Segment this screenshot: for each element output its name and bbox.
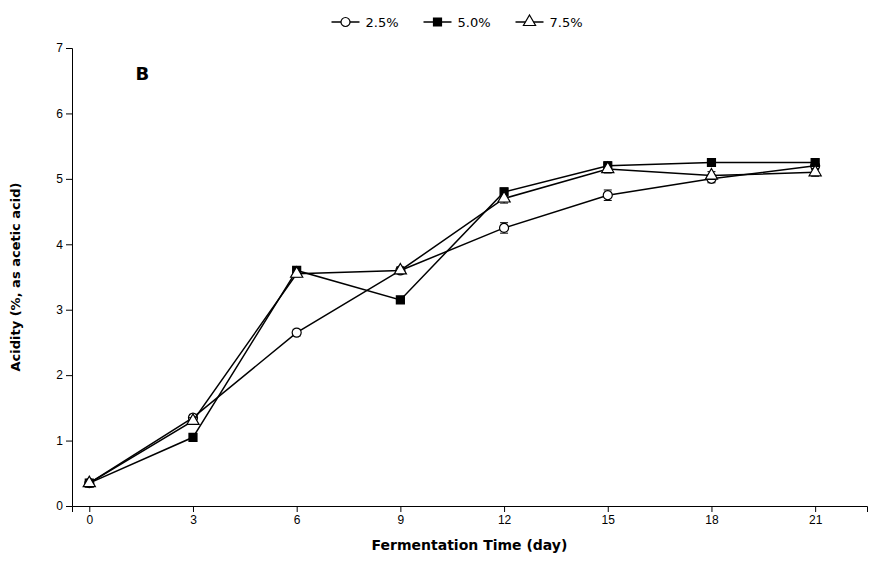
y-tick: 1	[56, 434, 72, 448]
point	[705, 169, 717, 180]
legend-label: 7.5%	[550, 15, 583, 30]
error-bar	[396, 297, 404, 304]
y-axis-title: Acidity (%, as acetic acid)	[8, 182, 23, 371]
x-tick: 6	[294, 506, 301, 527]
x-tick: 9	[398, 506, 405, 527]
x-tick: 15	[602, 506, 616, 527]
point	[189, 433, 197, 441]
x-tick-mark	[815, 506, 816, 512]
x-axis: 0 3 6 9 12 15 18 21	[73, 506, 868, 527]
y-tick-mark	[66, 48, 72, 49]
point	[292, 328, 301, 337]
y-tick-label: 2	[56, 368, 63, 382]
series	[83, 162, 821, 487]
y-tick-mark	[66, 179, 72, 180]
y-tick: 0	[56, 499, 72, 513]
series-line	[89, 166, 815, 483]
legend-label: 2.5%	[366, 15, 399, 30]
x-tick-mark	[400, 506, 401, 512]
x-tick: 3	[190, 506, 197, 527]
y-tick-mark	[66, 244, 72, 245]
y-axis-line	[66, 49, 73, 507]
x-tick-mark	[193, 506, 194, 512]
point	[603, 191, 612, 200]
y-tick: 5	[56, 172, 72, 186]
point	[498, 191, 510, 202]
y-axis: 0 1 2 3 4 5 6 7	[56, 41, 72, 513]
y-tick: 4	[56, 238, 72, 252]
x-tick: 18	[705, 506, 719, 527]
data	[83, 159, 821, 488]
x-tick-label: 6	[294, 513, 301, 527]
point	[809, 165, 821, 176]
y-tick-label: 7	[56, 41, 63, 55]
chart: 03691215182101234567BFermentation Time (…	[0, 0, 891, 564]
legend-item: 7.5%	[516, 15, 583, 30]
x-tick-mark	[297, 506, 298, 512]
y-tick-label: 6	[56, 107, 63, 121]
legend-item: 2.5%	[332, 15, 399, 30]
y-tick-mark	[66, 506, 72, 507]
point	[394, 263, 406, 274]
y-tick-mark	[66, 310, 72, 311]
error-bar	[500, 223, 508, 233]
x-axis-line	[73, 507, 868, 513]
point	[500, 223, 509, 232]
point	[602, 162, 614, 173]
plot: 03691215182101234567B	[56, 41, 867, 526]
legend-item: 5.0%	[424, 15, 491, 30]
x-tick-label: 3	[190, 513, 197, 527]
legend-marker	[434, 18, 442, 26]
legend-marker	[341, 17, 350, 26]
x-tick-label: 9	[398, 513, 405, 527]
x-tick-label: 21	[809, 513, 823, 527]
point	[291, 267, 303, 278]
y-tick: 2	[56, 368, 72, 382]
x-tick-label: 12	[498, 513, 512, 527]
x-tick: 12	[498, 506, 512, 527]
y-tick-label: 4	[56, 238, 63, 252]
series	[85, 161, 820, 487]
y-tick-mark	[66, 375, 72, 376]
point	[396, 296, 404, 304]
x-tick-label: 15	[602, 513, 616, 527]
x-tick-mark	[711, 506, 712, 512]
y-tick-label: 3	[56, 303, 63, 317]
y-tick-label: 1	[56, 434, 63, 448]
y-tick: 6	[56, 107, 72, 121]
panel-label: B	[136, 63, 150, 84]
series-line	[89, 169, 815, 483]
y-tick-label: 5	[56, 172, 63, 186]
x-tick-mark	[504, 506, 505, 512]
x-tick-label: 18	[705, 513, 719, 527]
x-tick: 21	[809, 506, 823, 527]
x-tick-mark	[89, 506, 90, 512]
x-tick: 0	[86, 506, 93, 527]
point	[83, 476, 95, 487]
point	[707, 159, 715, 167]
x-axis-title: Fermentation Time (day)	[372, 537, 568, 553]
y-tick: 7	[56, 41, 72, 55]
y-tick-mark	[66, 113, 72, 114]
error-bar	[604, 190, 612, 200]
legend: 2.5% 5.0% 7.5%	[332, 15, 583, 30]
legend-label: 5.0%	[458, 15, 491, 30]
legend-marker	[523, 15, 535, 26]
y-tick-mark	[66, 441, 72, 442]
point	[187, 414, 199, 425]
x-tick-mark	[608, 506, 609, 512]
series	[85, 159, 819, 488]
x-tick-label: 0	[86, 513, 93, 527]
y-tick-label: 0	[56, 499, 63, 513]
series-line	[89, 163, 815, 484]
y-tick: 3	[56, 303, 72, 317]
